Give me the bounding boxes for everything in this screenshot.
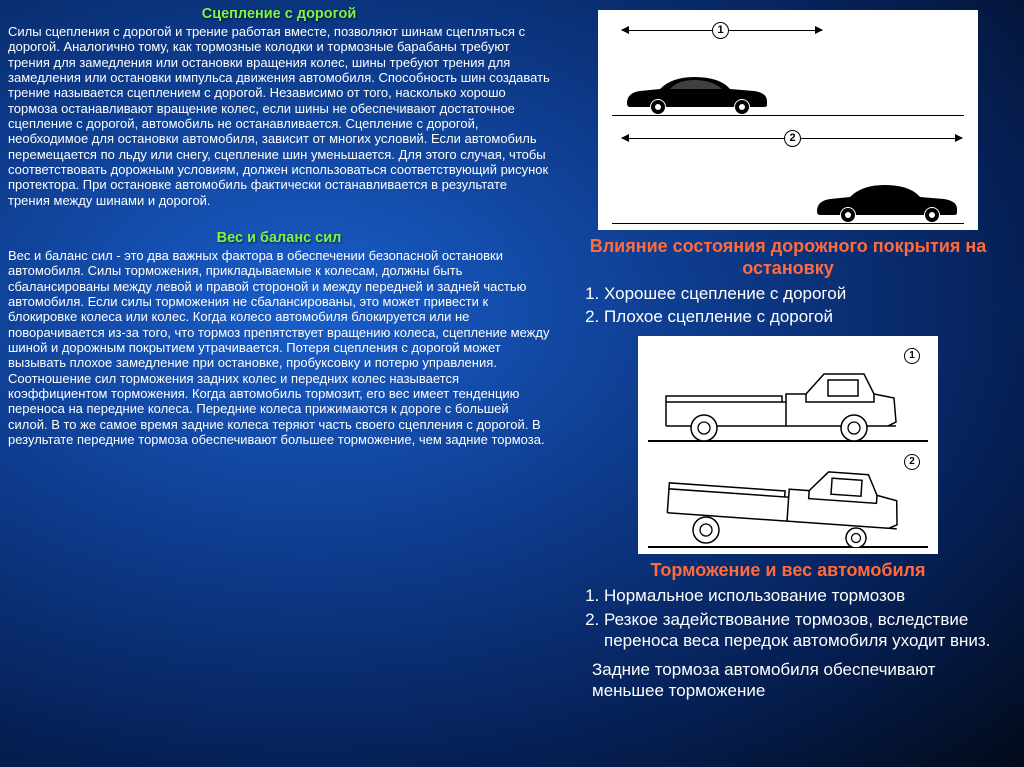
- list-braking-weight: Нормальное использование тормозов Резкое…: [564, 585, 1012, 651]
- sedan-icon: [622, 71, 772, 115]
- left-column: Сцепление с дорогой Силы сцепления с дор…: [0, 0, 560, 767]
- section2-body: Вес и баланс сил - это два важных фактор…: [8, 248, 550, 447]
- list-item: Нормальное использование тормозов: [604, 585, 1012, 606]
- list-road-condition: Хорошее сцепление с дорогой Плохое сцепл…: [564, 283, 1012, 328]
- badge-2: 2: [904, 454, 920, 470]
- badge-1: 1: [712, 22, 729, 39]
- truck-level-icon: [656, 354, 906, 442]
- list-item: Плохое сцепление с дорогой: [604, 306, 1012, 327]
- badge-1: 1: [904, 348, 920, 364]
- braking-weight-diagram: 1 2: [638, 336, 938, 554]
- truck-nosedive-icon: [656, 460, 906, 548]
- section1-title: Сцепление с дорогой: [8, 6, 550, 22]
- section2-title: Вес и баланс сил: [8, 230, 550, 246]
- sedan-icon: [812, 179, 962, 223]
- list-item: Резкое задействование тормозов, вследств…: [604, 609, 1012, 652]
- list-item: Хорошее сцепление с дорогой: [604, 283, 1012, 304]
- badge-2: 2: [784, 130, 801, 147]
- heading-braking-weight: Торможение и вес автомобиля: [564, 560, 1012, 582]
- road-traction-diagram: 1 2: [598, 10, 978, 230]
- right-column: 1 2 Влияние состояния дор: [560, 0, 1024, 767]
- section1-body: Силы сцепления с дорогой и трение работа…: [8, 24, 550, 208]
- heading-road-condition: Влияние состояния дорожного покрытия на …: [564, 236, 1012, 279]
- footer-note: Задние тормоза автомобиля обеспечивают м…: [564, 659, 1012, 702]
